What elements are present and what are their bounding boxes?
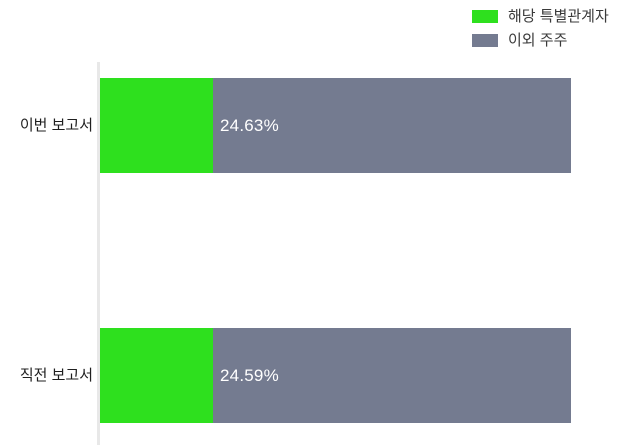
bar-value-label-0: 24.63% bbox=[220, 116, 279, 135]
bar-row-1: 24.59% bbox=[100, 328, 571, 423]
legend-label-0: 해당 특별관계자 bbox=[508, 7, 609, 25]
category-axis: 이번 보고서 직전 보고서 bbox=[0, 0, 93, 445]
legend-item-1[interactable]: 이외 주주 bbox=[472, 31, 622, 49]
legend-item-0[interactable]: 해당 특별관계자 bbox=[472, 7, 622, 25]
legend-swatch-icon-gray bbox=[472, 33, 498, 47]
legend-swatch-icon-green bbox=[472, 9, 498, 23]
value-axis-line bbox=[97, 62, 100, 445]
chart-legend: 해당 특별관계자 이외 주주 bbox=[472, 7, 622, 49]
bar-segment-gray-0[interactable]: 24.63% bbox=[213, 78, 571, 173]
bar-segment-green-0[interactable] bbox=[100, 78, 214, 173]
category-label-0: 이번 보고서 bbox=[19, 117, 93, 134]
bar-row-0: 24.63% bbox=[100, 78, 571, 173]
category-label-1: 직전 보고서 bbox=[19, 367, 93, 384]
bar-segment-gray-1[interactable]: 24.59% bbox=[213, 328, 571, 423]
legend-label-1: 이외 주주 bbox=[508, 31, 568, 49]
bar-segment-green-1[interactable] bbox=[100, 328, 214, 423]
bar-value-label-1: 24.59% bbox=[220, 366, 279, 385]
